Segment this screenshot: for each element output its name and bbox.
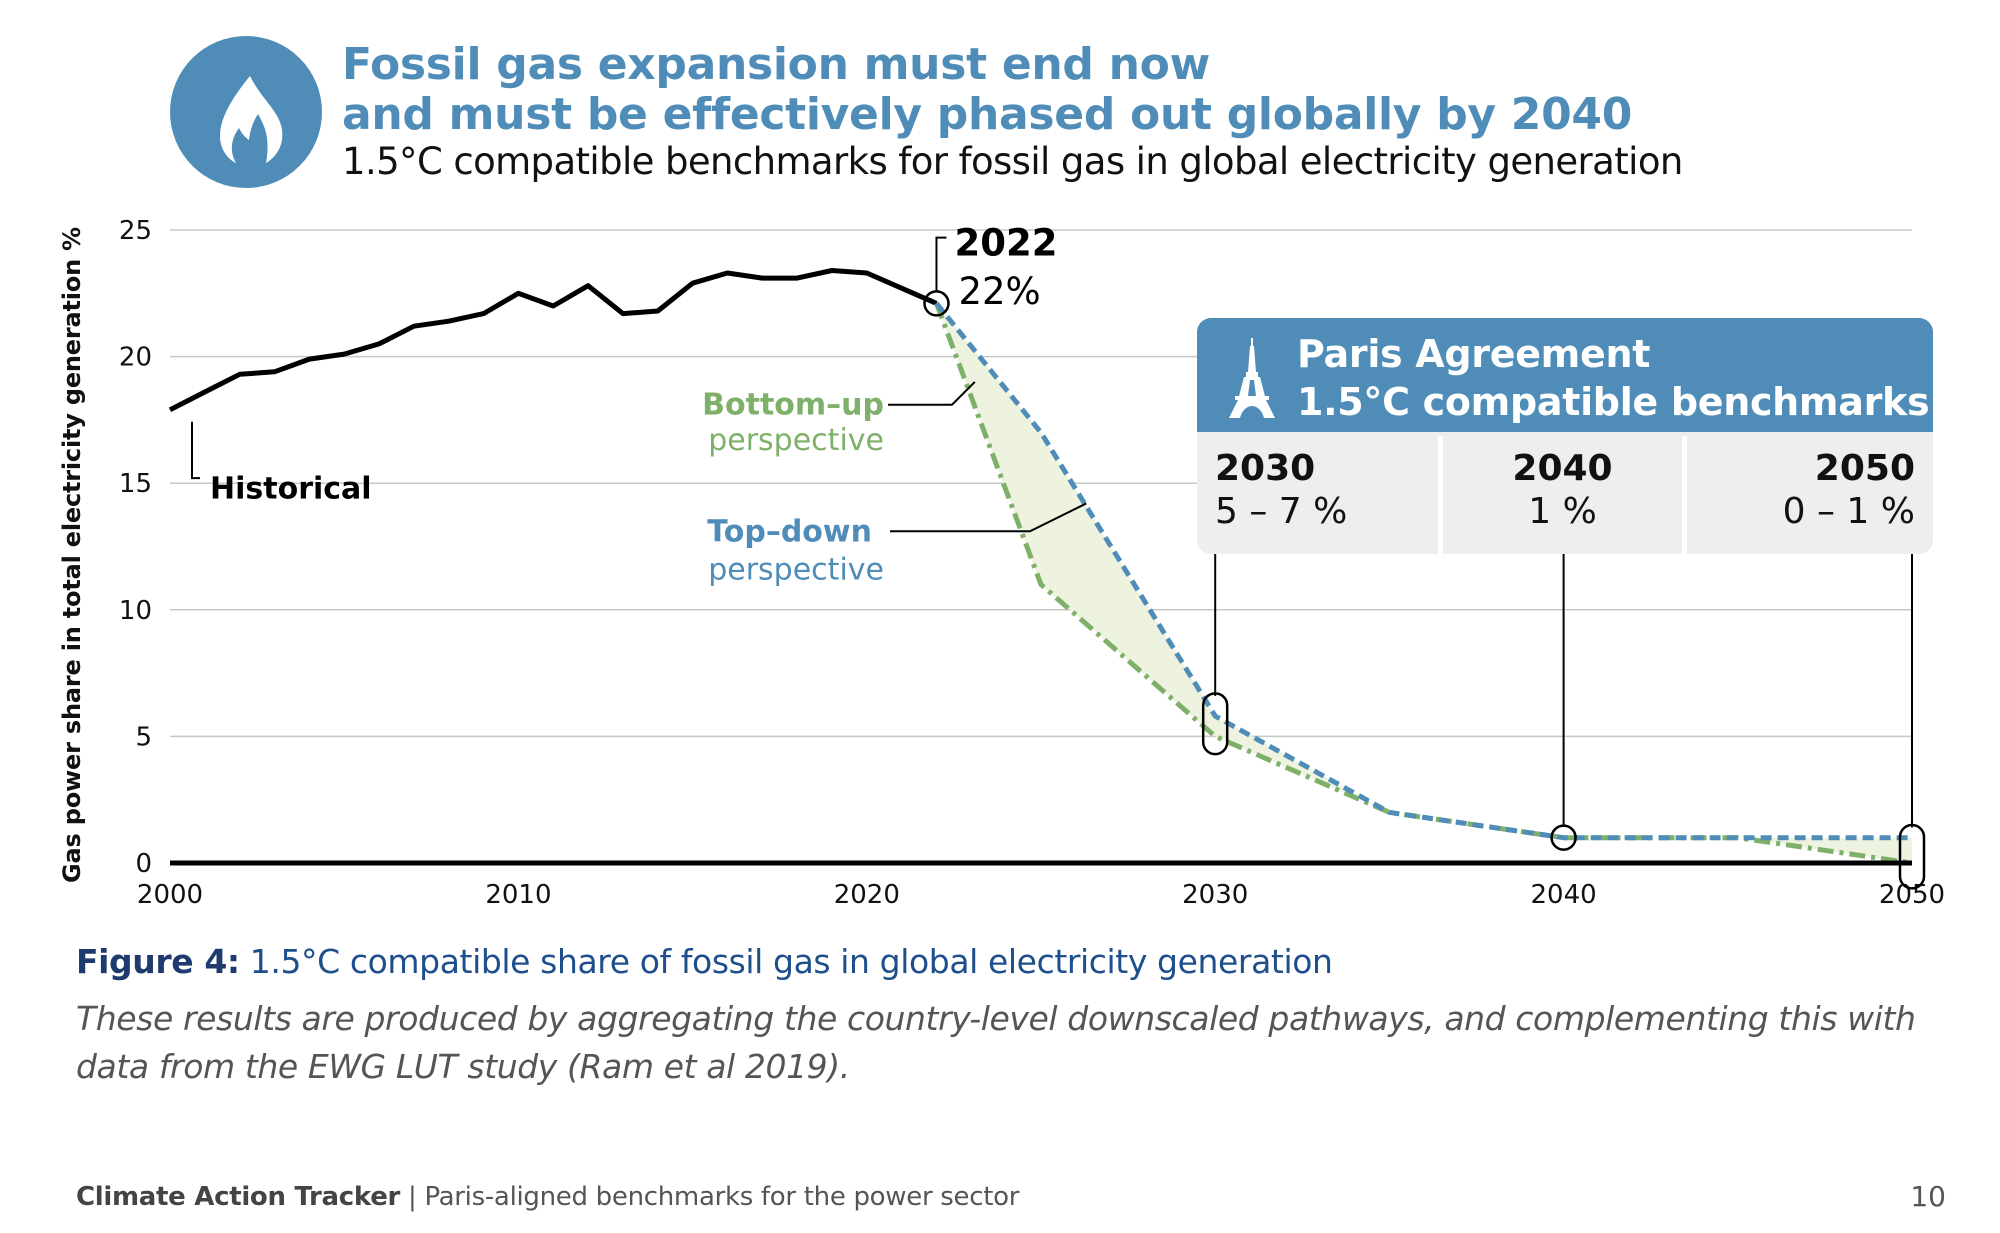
benchmark-year: 2030 [1215,448,1316,489]
y-tick-label: 10 [119,596,152,626]
historical-label: Historical [210,471,372,506]
page-number: 10 [1910,1180,1946,1213]
benchmark-2050-marker [1898,823,1926,890]
y-tick-label: 20 [119,343,152,373]
point-2022-marker [923,290,950,317]
y-tick-label: 25 [119,216,152,246]
benchmark-value: 0 – 1 % [1782,491,1915,532]
benchmark-2030-marker [1201,692,1229,756]
benchmark-2030: 2030 5 – 7 % [1197,436,1438,554]
figure-label: Figure 4: [76,942,240,981]
bottom-up-leader [888,381,976,406]
benchmark-year: 2050 [1814,448,1915,489]
point-2022-year: 2022 [954,222,1057,265]
historical-leader [191,421,200,480]
benchmark-2040: 2040 1 % [1443,436,1682,554]
top-down-sublabel: perspective [708,552,884,587]
figure-caption: Figure 4: 1.5°C compatible share of foss… [76,942,1333,981]
footer-doc: Paris-aligned benchmarks for the power s… [424,1182,1020,1212]
x-tick-label: 2000 [137,880,203,910]
figure-note: These results are produced by aggregatin… [76,999,1916,1086]
page-subtitle: 1.5°C compatible benchmarks for fossil g… [342,140,1683,183]
benchmark-year: 2040 [1512,448,1613,489]
footer-separator: | [400,1182,425,1212]
top-down-label: Top–down [707,514,872,549]
benchmark-value: 5 – 7 % [1215,491,1348,532]
benchmark-value: 1 % [1528,491,1597,532]
flame-icon [170,36,322,188]
bottom-up-label: Bottom–up [702,388,884,423]
x-tick-label: 2020 [834,880,900,910]
y-tick-label: 0 [135,849,152,879]
point-2022-value: 22% [958,270,1040,313]
title-line-1: Fossil gas expansion must end now [342,39,1210,90]
y-tick-label: 15 [119,469,152,499]
eiffel-tower-icon [1229,338,1275,418]
benchmarks-title-line-1: Paris Agreement [1297,332,1651,376]
historical-line [168,268,938,413]
benchmark-divider [1682,436,1687,554]
top-down-line [934,301,1912,841]
figure-title: 1.5°C compatible share of fossil gas in … [239,942,1333,981]
footer-org: Climate Action Tracker [76,1182,401,1212]
footer-source: Climate Action Tracker | Paris-aligned b… [76,1182,1019,1212]
x-tick-label: 2050 [1879,880,1945,910]
benchmarks-header: Paris Agreement 1.5°C compatible benchma… [1197,318,1933,432]
bottom-up-line [934,302,1913,866]
gas-share-chart: 0 5 10 15 20 25 2000 2010 2020 2030 2040 2050 2022… [119,216,1945,910]
x-tick-label: 2010 [485,880,551,910]
top-down-leader [890,502,1087,533]
benchmark-2040-marker [1550,824,1577,851]
benchmark-2050: 2050 0 – 1 % [1687,436,1933,554]
point-2022-leader [935,236,947,292]
title-line-2: and must be effectively phased out globa… [342,89,1633,140]
x-tick-label: 2030 [1182,880,1248,910]
benchmarks-title-line-2: 1.5°C compatible benchmarks [1297,380,1930,424]
y-tick-label: 5 [135,722,152,752]
benchmark-divider [1438,436,1443,554]
page-title: Fossil gas expansion must end now and mu… [342,40,1632,140]
x-tick-label: 2040 [1531,880,1597,910]
bottom-up-sublabel: perspective [708,423,884,458]
benchmarks-panel: Paris Agreement 1.5°C compatible benchma… [1197,318,1933,554]
